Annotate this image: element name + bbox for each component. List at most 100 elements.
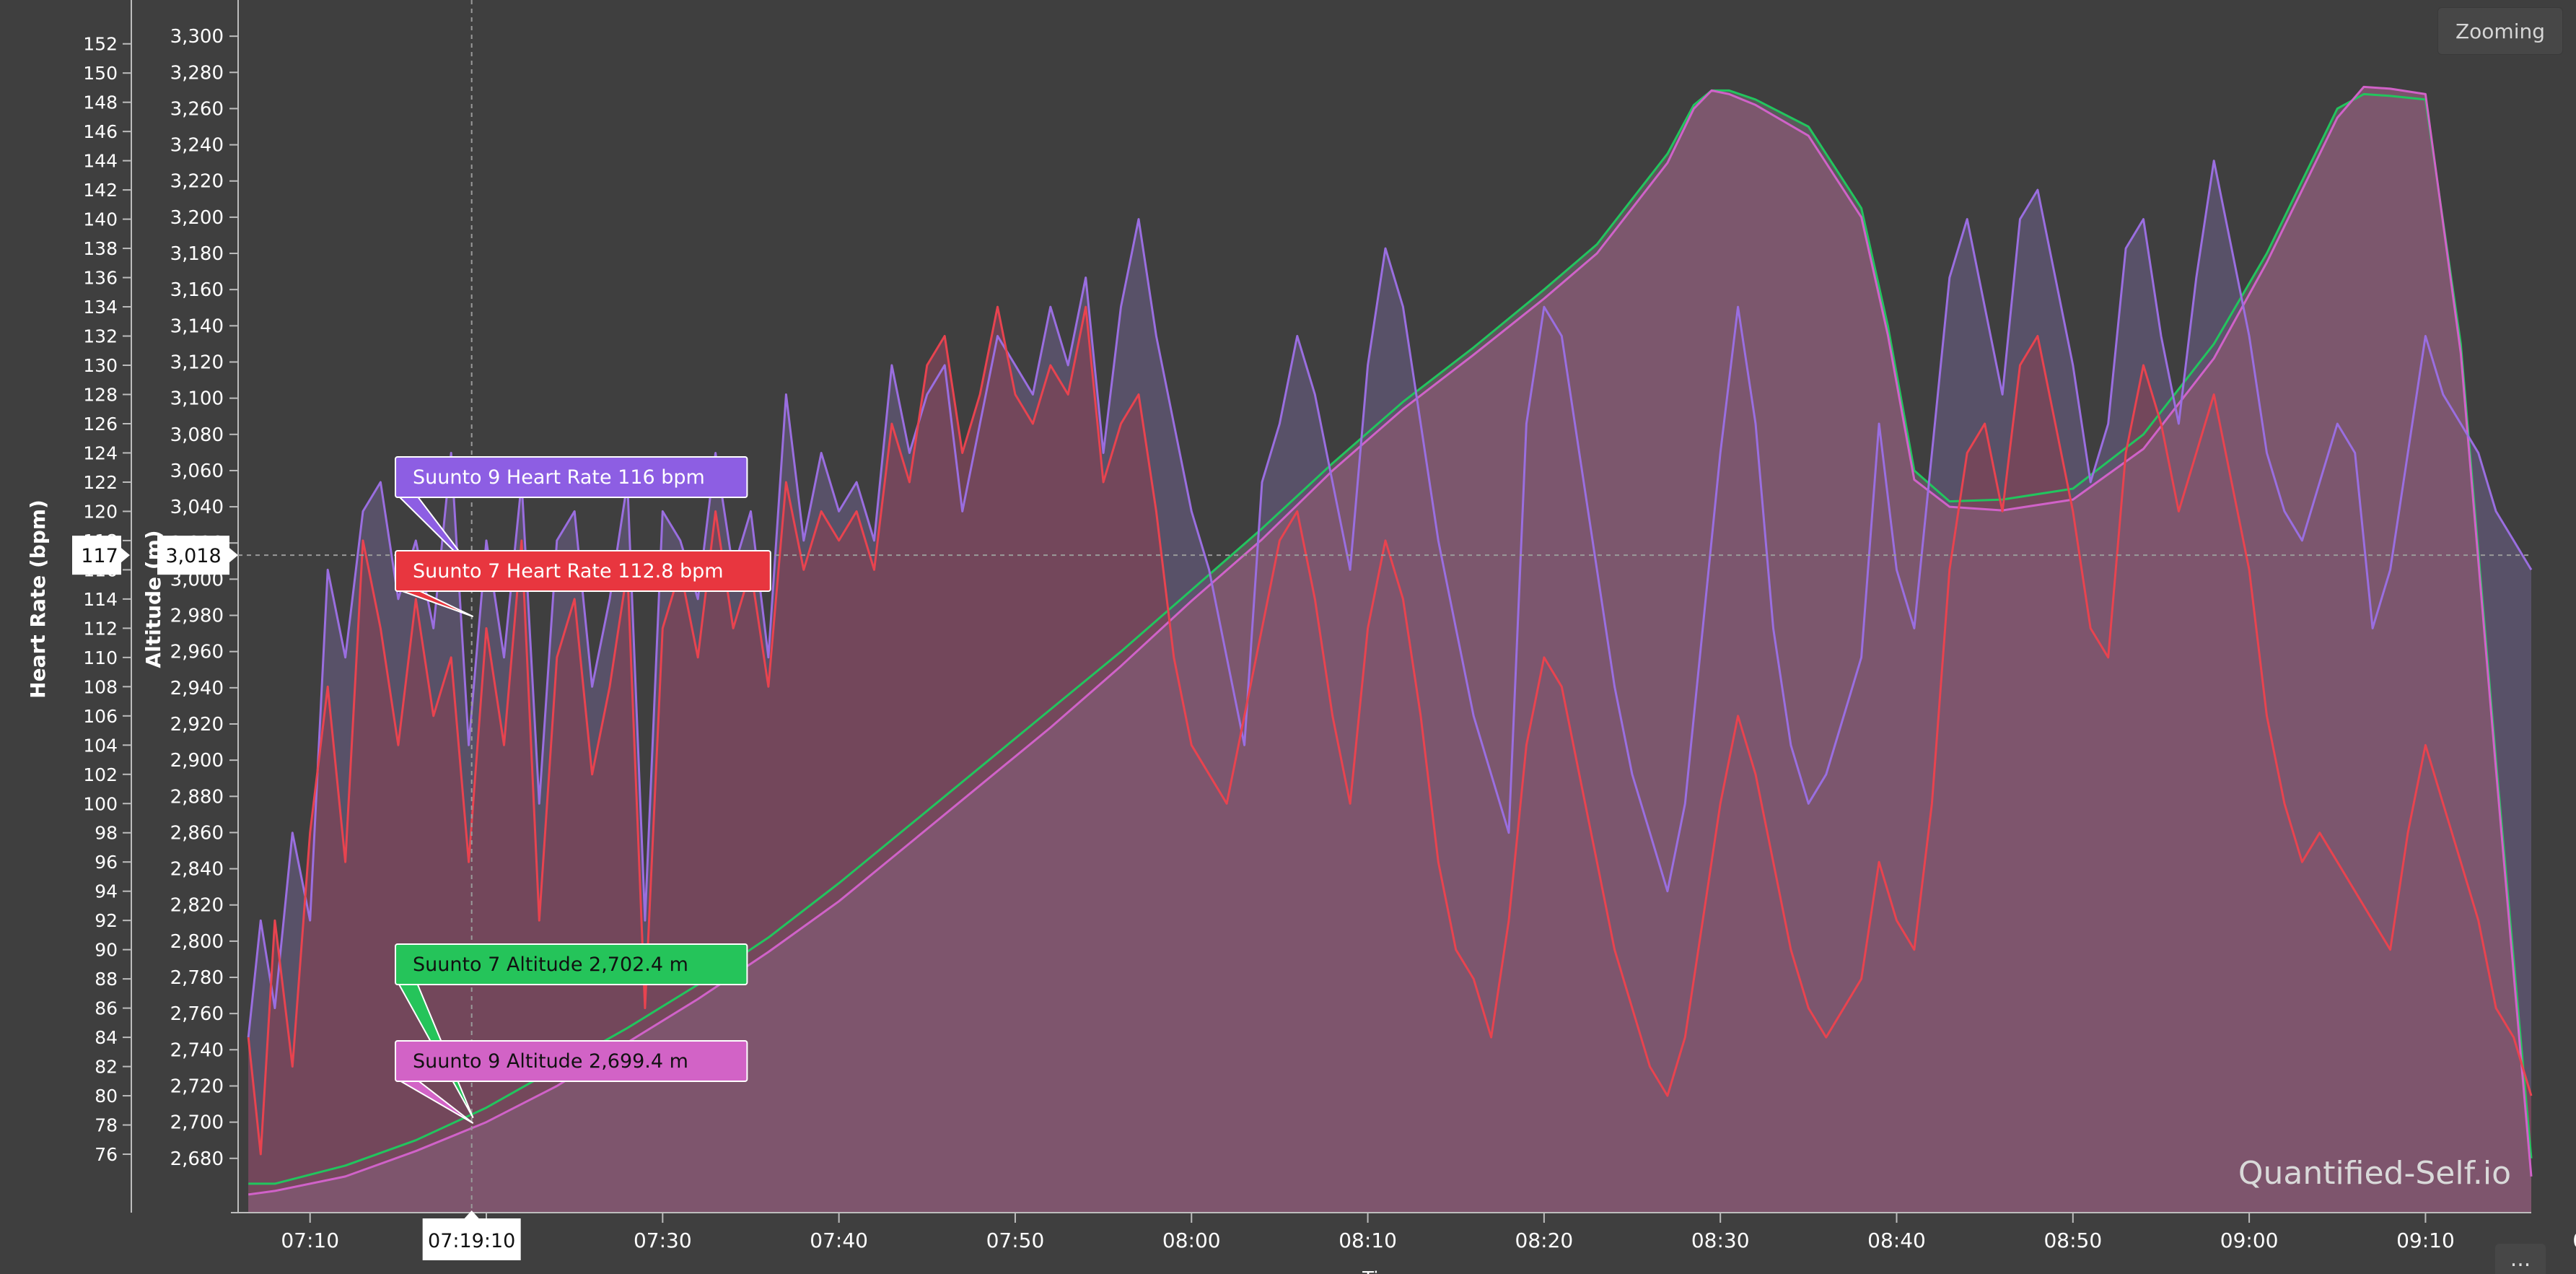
hr-tick-label: 136 <box>83 268 118 289</box>
hr-tick-label: 140 <box>83 209 118 230</box>
chart-menu-button[interactable]: ... <box>2495 1244 2546 1274</box>
altitude-tick-label: 3,180 <box>170 243 224 265</box>
crosshair-hr-label: 117 <box>81 545 118 567</box>
x-tick-label: 07:50 <box>986 1229 1045 1252</box>
crosshair-altitude-label-pointer <box>229 548 238 563</box>
hr-tick-label: 152 <box>83 34 118 55</box>
x-tick-label: 08:10 <box>1339 1229 1397 1252</box>
x-tick-label: 08:50 <box>2043 1229 2102 1252</box>
crosshair-hr-label-bg <box>72 536 121 575</box>
altitude-tick-label: 2,780 <box>170 967 224 989</box>
x-tick-label: 09:00 <box>2220 1229 2279 1252</box>
hr-tick-label: 96 <box>95 852 118 873</box>
altitude-tick-label: 3,080 <box>170 424 224 446</box>
altitude-tick-label: 3,100 <box>170 388 224 410</box>
x-tick-label: 07:30 <box>634 1229 692 1252</box>
altitude-tick-label: 2,720 <box>170 1076 224 1097</box>
tooltips: Suunto 9 Heart Rate 116 bpm Suunto 7 Hear… <box>395 456 771 1124</box>
altitude-tick-label: 3,260 <box>170 98 224 120</box>
hr-tick-label: 110 <box>83 647 118 668</box>
hr-tick-label: 108 <box>83 676 118 697</box>
tooltip-box-s9-hr <box>395 456 748 498</box>
crosshair-altitude-label-bg <box>157 536 229 575</box>
crosshair-altitude-label: 3,018 <box>165 545 221 567</box>
altitude-tick-label: 2,860 <box>170 822 224 844</box>
hr-tick-label: 82 <box>95 1057 118 1078</box>
hr-axis-label: Heart Rate (bpm) <box>26 499 50 699</box>
altitude-tick-label: 2,880 <box>170 786 224 808</box>
hr-tick-label: 134 <box>83 297 118 318</box>
hr-tick-label: 106 <box>83 706 118 727</box>
tooltip-box-s7-alt <box>395 943 748 985</box>
watermark: Quantified-Self.io <box>2238 1155 2511 1192</box>
series-line-suunto-7-heart-rate <box>247 305 2533 1156</box>
altitude-tick-label: 3,220 <box>170 171 224 193</box>
hr-tick-label: 128 <box>83 385 118 406</box>
x-axis-label: Time <box>1362 1268 1409 1274</box>
altitude-tick-label: 2,960 <box>170 642 224 663</box>
altitude-tick-label: 3,120 <box>170 352 224 373</box>
x-tick-label: 08:30 <box>1691 1229 1750 1252</box>
hr-tick-label: 130 <box>83 355 118 376</box>
hr-tick-label: 150 <box>83 63 118 84</box>
altitude-tick-label: 3,040 <box>170 497 224 518</box>
altitude-axis-ticks: 3,300 3,280 3,260 3,240 3,220 3,200 3,180 3,160… <box>170 26 238 1170</box>
hr-tick-label: 78 <box>95 1115 118 1136</box>
hr-tick-label: 132 <box>83 326 118 347</box>
altitude-tick-label: 2,680 <box>170 1148 224 1170</box>
hr-tick-label: 94 <box>95 881 118 902</box>
altitude-tick-label: 2,900 <box>170 750 224 772</box>
zoom-button[interactable]: Zooming <box>2437 7 2563 55</box>
altitude-tick-label: 2,820 <box>170 895 224 917</box>
tooltip-box-s7-hr <box>395 550 771 592</box>
altitude-tick-label: 3,060 <box>170 461 224 482</box>
altitude-tick-label: 3,200 <box>170 207 224 229</box>
altitude-tick-label: 3,240 <box>170 135 224 157</box>
altitude-tick-label: 2,760 <box>170 1003 224 1025</box>
hr-tick-label: 148 <box>83 92 118 113</box>
altitude-tick-label: 3,280 <box>170 62 224 84</box>
altitude-tick-label: 2,740 <box>170 1039 224 1061</box>
x-tick-label: 08:20 <box>1515 1229 1574 1252</box>
altitude-tick-label: 2,840 <box>170 859 224 881</box>
x-tick-label: 08:40 <box>1867 1229 1926 1252</box>
altitude-tick-label: 3,140 <box>170 315 224 337</box>
altitude-tick-label: 2,700 <box>170 1112 224 1134</box>
hr-tick-label: 88 <box>95 969 118 990</box>
hr-tick-label: 86 <box>95 998 118 1019</box>
hr-tick-label: 98 <box>95 823 118 844</box>
x-tick-label: 08:00 <box>1162 1229 1221 1252</box>
hr-tick-label: 144 <box>83 151 118 172</box>
hr-tick-label: 146 <box>83 121 118 142</box>
hr-tick-label: 104 <box>83 735 118 756</box>
tooltip-text-s7-hr: Suunto 7 Heart Rate 112.8 bpm <box>413 560 724 583</box>
altitude-tick-label: 3,300 <box>170 26 224 48</box>
altitude-tick-label: 2,920 <box>170 714 224 736</box>
hr-tick-label: 92 <box>95 910 118 931</box>
series-line-suunto-9-heart-rate <box>247 160 2533 1038</box>
x-tick-label: 09:10 <box>2396 1229 2455 1252</box>
tooltip-box-s9-alt <box>395 1040 748 1082</box>
altitude-tick-label: 2,940 <box>170 678 224 699</box>
hr-tick-label: 76 <box>95 1144 118 1165</box>
tooltip-text-s9-alt: Suunto 9 Altitude 2,699.4 m <box>413 1050 688 1073</box>
hr-tick-label: 122 <box>83 472 118 493</box>
hr-tick-label: 142 <box>83 180 118 201</box>
hr-tick-label: 126 <box>83 414 118 435</box>
x-tick-label: 07:10 <box>281 1229 339 1252</box>
crosshair-time-label-pointer <box>464 1210 479 1218</box>
altitude-tick-label: 3,160 <box>170 279 224 301</box>
hr-tick-label: 138 <box>83 238 118 259</box>
crosshair-hr-label-pointer <box>121 548 130 563</box>
x-tick-label: 09:20 <box>2572 1229 2576 1252</box>
hr-tick-label: 84 <box>95 1027 118 1048</box>
hr-tick-label: 90 <box>95 940 118 961</box>
series-fills <box>248 87 2532 1213</box>
tooltip-text-s9-hr: Suunto 9 Heart Rate 116 bpm <box>413 466 705 489</box>
hr-tick-label: 80 <box>95 1086 118 1107</box>
altitude-tick-label: 2,980 <box>170 606 224 627</box>
crosshair-time-label-bg <box>422 1218 521 1260</box>
hr-tick-label: 124 <box>83 442 118 463</box>
hr-tick-label: 100 <box>83 793 118 814</box>
